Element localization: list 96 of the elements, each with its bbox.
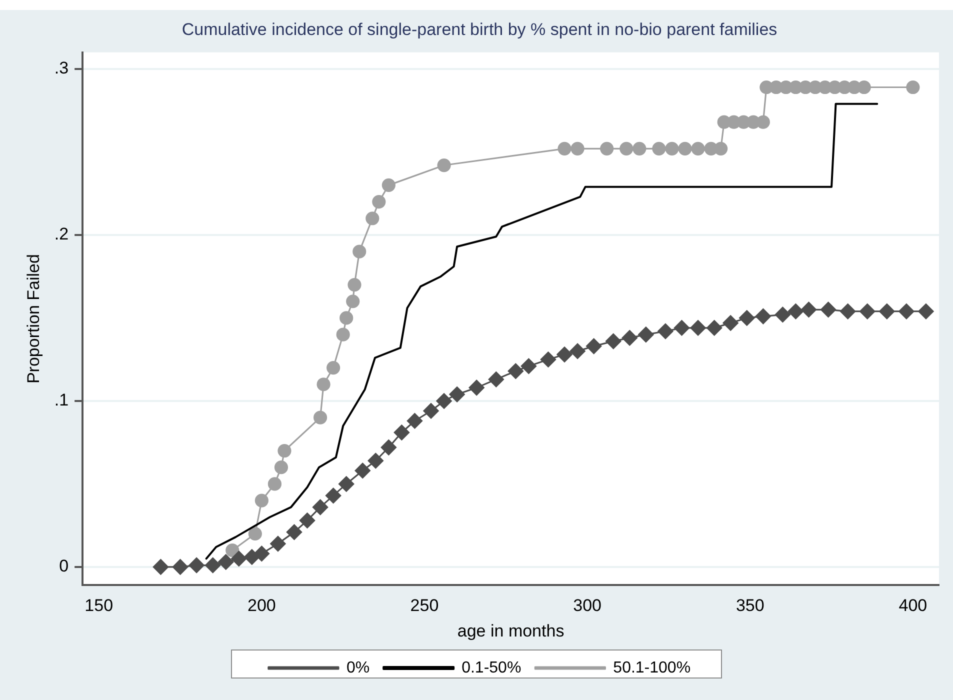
point	[278, 444, 292, 458]
point	[918, 304, 934, 320]
point	[488, 372, 504, 388]
point	[231, 550, 247, 566]
point	[800, 302, 817, 318]
point	[423, 403, 439, 419]
point	[722, 315, 738, 331]
y-axis-title: Proportion Failed	[24, 254, 43, 384]
point	[346, 294, 360, 308]
point	[316, 378, 330, 392]
point	[254, 494, 268, 508]
y-tick-label: 0	[59, 556, 69, 576]
point	[638, 326, 654, 342]
point	[906, 80, 920, 94]
point	[254, 546, 270, 562]
point	[606, 333, 622, 350]
point	[354, 462, 370, 478]
point	[270, 536, 286, 552]
x-tick-label: 350	[736, 596, 764, 616]
y-tick-label: .1	[54, 390, 69, 410]
point	[556, 346, 572, 362]
y-tick-label: .2	[54, 224, 69, 244]
x-axis-title: age in months	[457, 621, 564, 640]
point	[570, 142, 584, 156]
point	[172, 559, 188, 575]
point	[586, 338, 602, 354]
point	[600, 142, 614, 156]
point	[755, 308, 771, 324]
y-tick-label: .3	[54, 58, 69, 78]
point	[338, 476, 354, 492]
x-tick-label: 300	[573, 596, 602, 616]
point	[860, 304, 876, 320]
point	[508, 363, 524, 379]
point	[652, 142, 666, 156]
point	[678, 142, 692, 156]
point	[665, 142, 679, 156]
point	[540, 352, 556, 368]
point	[632, 142, 646, 156]
chart-title: Cumulative incidence of single-parent birth by % spent in no-bio parent families	[182, 20, 778, 39]
legend-label: 0.1-50%	[462, 659, 522, 676]
x-tick-label: 400	[898, 596, 928, 616]
point	[352, 244, 366, 258]
point	[218, 554, 234, 570]
point	[840, 304, 856, 320]
point	[268, 477, 282, 491]
point	[340, 311, 354, 325]
legend-label: 0%	[346, 659, 370, 676]
point	[879, 304, 895, 320]
point	[658, 323, 674, 340]
point	[820, 302, 836, 318]
point	[756, 115, 770, 129]
point	[152, 559, 169, 575]
point	[380, 440, 396, 456]
point	[366, 212, 380, 226]
point	[558, 142, 572, 156]
point	[226, 544, 240, 558]
point	[690, 320, 706, 336]
point	[622, 330, 638, 346]
point	[898, 304, 914, 320]
point	[348, 278, 362, 292]
point	[326, 488, 342, 504]
point	[706, 320, 722, 336]
point	[520, 358, 536, 374]
point	[336, 328, 350, 342]
point	[739, 310, 755, 326]
point	[188, 557, 204, 574]
point	[449, 386, 465, 402]
point	[406, 413, 423, 429]
point	[286, 524, 302, 540]
point	[274, 460, 288, 474]
x-tick-label: 150	[84, 596, 114, 616]
point	[394, 424, 410, 440]
point	[248, 526, 262, 541]
x-tick-label: 250	[410, 596, 439, 616]
point	[788, 304, 804, 320]
point	[313, 410, 328, 424]
point	[774, 306, 790, 322]
point	[857, 80, 871, 94]
point	[205, 557, 221, 574]
point	[691, 142, 705, 156]
point	[312, 499, 328, 515]
point	[437, 158, 451, 172]
point	[326, 360, 340, 375]
point	[372, 194, 386, 209]
point	[244, 549, 260, 565]
point	[299, 512, 316, 528]
point	[714, 142, 728, 156]
x-tick-label: 200	[247, 596, 276, 616]
point	[620, 142, 634, 156]
point	[674, 320, 690, 336]
point	[436, 393, 452, 409]
point	[368, 452, 384, 469]
point	[570, 343, 586, 359]
point	[468, 380, 484, 396]
legend-label: 50.1-100%	[613, 659, 691, 676]
point	[382, 178, 396, 192]
